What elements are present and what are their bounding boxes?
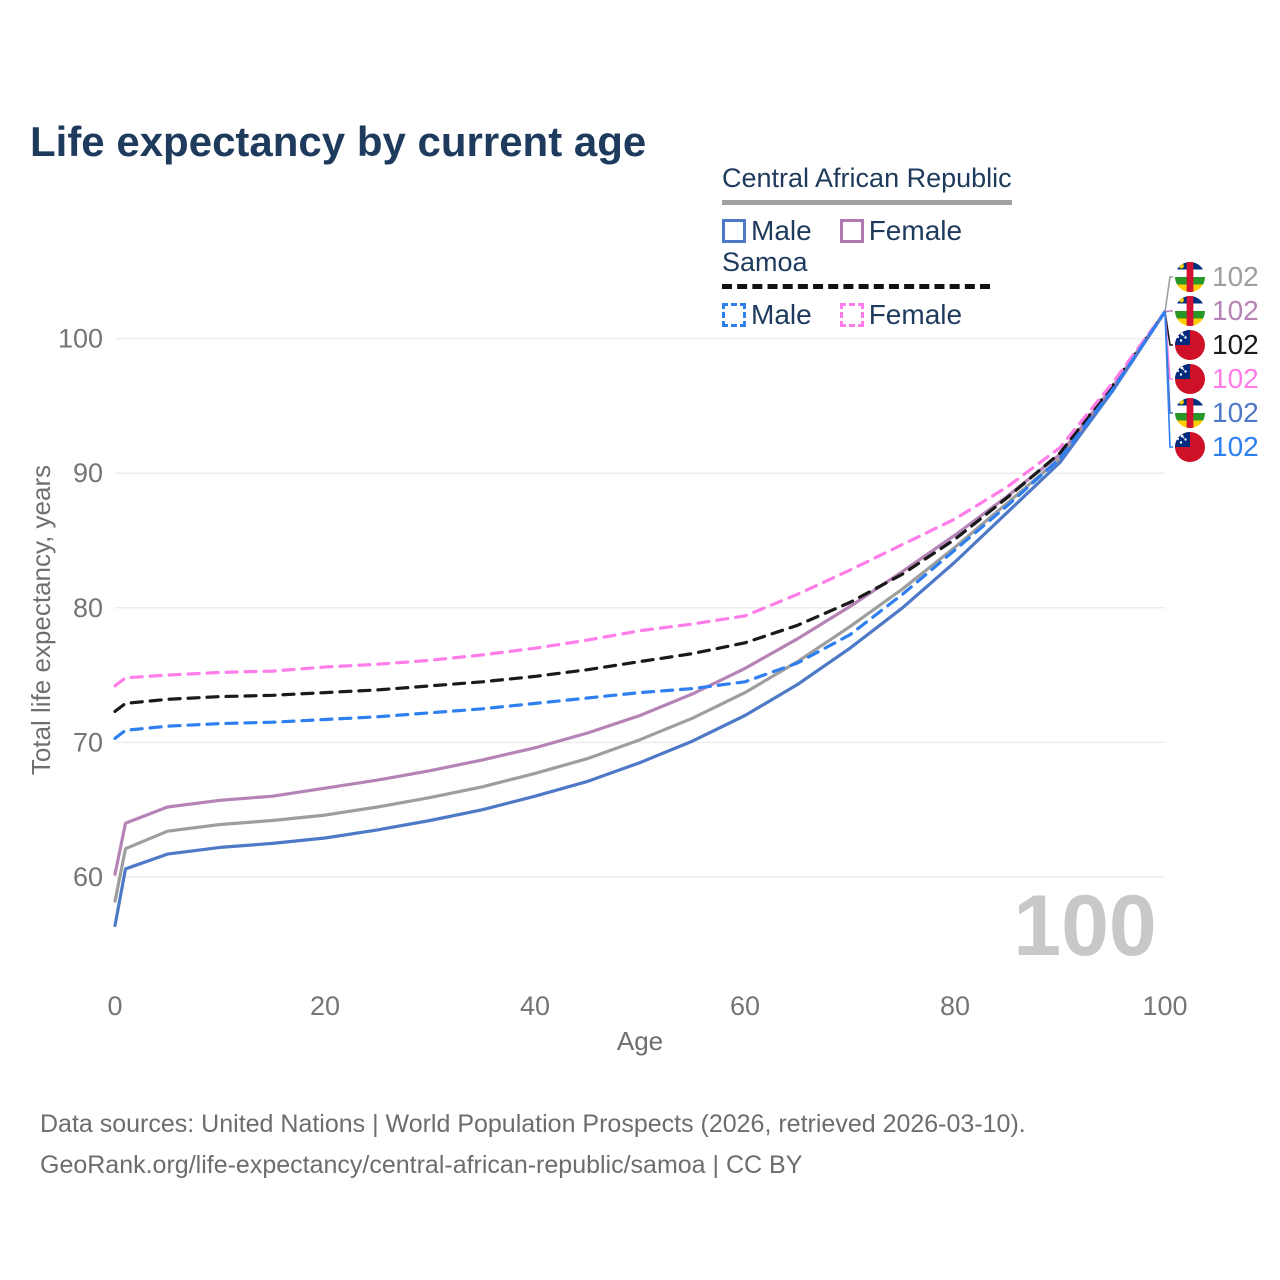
legend-swatch-car-female: [839, 219, 864, 243]
legend-item-label-car-female: Female: [868, 215, 963, 246]
series-line-central-african-republic-female: [113, 310, 1167, 876]
legend-group-label-samoa[interactable]: Samoa: [722, 247, 808, 277]
legend-item-label-samoa-female: Female: [868, 299, 963, 330]
legend-swatch-samoa-male: [722, 303, 746, 327]
end-label-value: 102: [1212, 431, 1259, 462]
legend-swatch-samoa-female: [839, 303, 864, 327]
series-line-samoa-female: [113, 310, 1167, 688]
end-label-leader: [1164, 310, 1173, 313]
series-line-central-african-republic-total: [113, 310, 1167, 903]
footer: Data sources: United Nations | World Pop…: [40, 1104, 1026, 1186]
legend-group-label-central-african-republic[interactable]: Central African Republic: [722, 163, 1012, 193]
footer-url-line: GeoRank.org/life-expectancy/central-afri…: [40, 1151, 803, 1179]
x-tick-label-100: 100: [1142, 991, 1187, 1021]
end-label-value: 102: [1212, 329, 1259, 360]
x-axis-title: Age: [617, 1026, 663, 1056]
x-tick-label-20: 20: [310, 991, 340, 1021]
end-label-value: 102: [1212, 397, 1259, 428]
end-label-value: 102: [1212, 295, 1259, 326]
end-label-value: 102: [1212, 261, 1259, 292]
legend-item-car-female[interactable]: Female: [839, 215, 963, 247]
car-flag-icon: [1175, 262, 1205, 292]
car-flag-icon: [1175, 398, 1205, 428]
x-tick-label-80: 80: [940, 991, 970, 1021]
age-watermark: 100: [1013, 878, 1157, 974]
end-label-leader: [1164, 311, 1173, 346]
legend-item-label-car-male: Male: [751, 215, 812, 246]
series-line-samoa-total: [113, 310, 1167, 713]
y-tick-label-80: 80: [73, 593, 103, 623]
samoa-flag-icon: [1175, 330, 1205, 360]
car-flag-icon: [1175, 296, 1205, 326]
legend-group-central-african-republic: Central African Republic Male Female: [722, 163, 1012, 247]
footer-source-line: Data sources: United Nations | World Pop…: [40, 1110, 1026, 1138]
x-tick-label-40: 40: [520, 991, 550, 1021]
life-expectancy-chart: 60 70 80 90 100 0 20 40 60 80 100 Age Total life exp…: [26, 261, 1259, 1056]
end-label-value: 102: [1212, 363, 1259, 394]
legend-item-label-samoa-male: Male: [751, 299, 812, 330]
series-line-samoa-male: [113, 310, 1167, 740]
legend: Central African Republic Male Female Samoa M…: [722, 163, 1280, 331]
x-tick-label-0: 0: [107, 991, 122, 1021]
chart-area: 60 70 80 90 100 0 20 40 60 80 100 Age Total life exp…: [0, 240, 1280, 1080]
y-tick-label-70: 70: [73, 727, 103, 757]
series-line-central-african-republic-male: [113, 310, 1167, 928]
samoa-flag-icon: [1175, 432, 1205, 462]
legend-group-linestyle-samoa: [722, 284, 991, 289]
legend-group-samoa: Samoa Male Female: [722, 247, 991, 331]
end-label-leader: [1164, 276, 1173, 312]
legend-item-samoa-female[interactable]: Female: [839, 299, 963, 331]
legend-item-car-male[interactable]: Male: [722, 215, 812, 247]
page-title: Life expectancy by current age: [30, 118, 647, 166]
end-label-leader: [1164, 311, 1173, 448]
y-axis-title: Total life expectancy, years: [26, 465, 56, 775]
legend-swatch-car-male: [722, 219, 746, 243]
y-tick-label-90: 90: [73, 458, 103, 488]
x-tick-label-60: 60: [730, 991, 760, 1021]
legend-item-samoa-male[interactable]: Male: [722, 299, 812, 331]
y-tick-label-60: 60: [73, 862, 103, 892]
legend-group-linestyle-central-african-republic: [722, 200, 1012, 205]
y-tick-label-100: 100: [58, 324, 103, 354]
samoa-flag-icon: [1175, 364, 1205, 394]
